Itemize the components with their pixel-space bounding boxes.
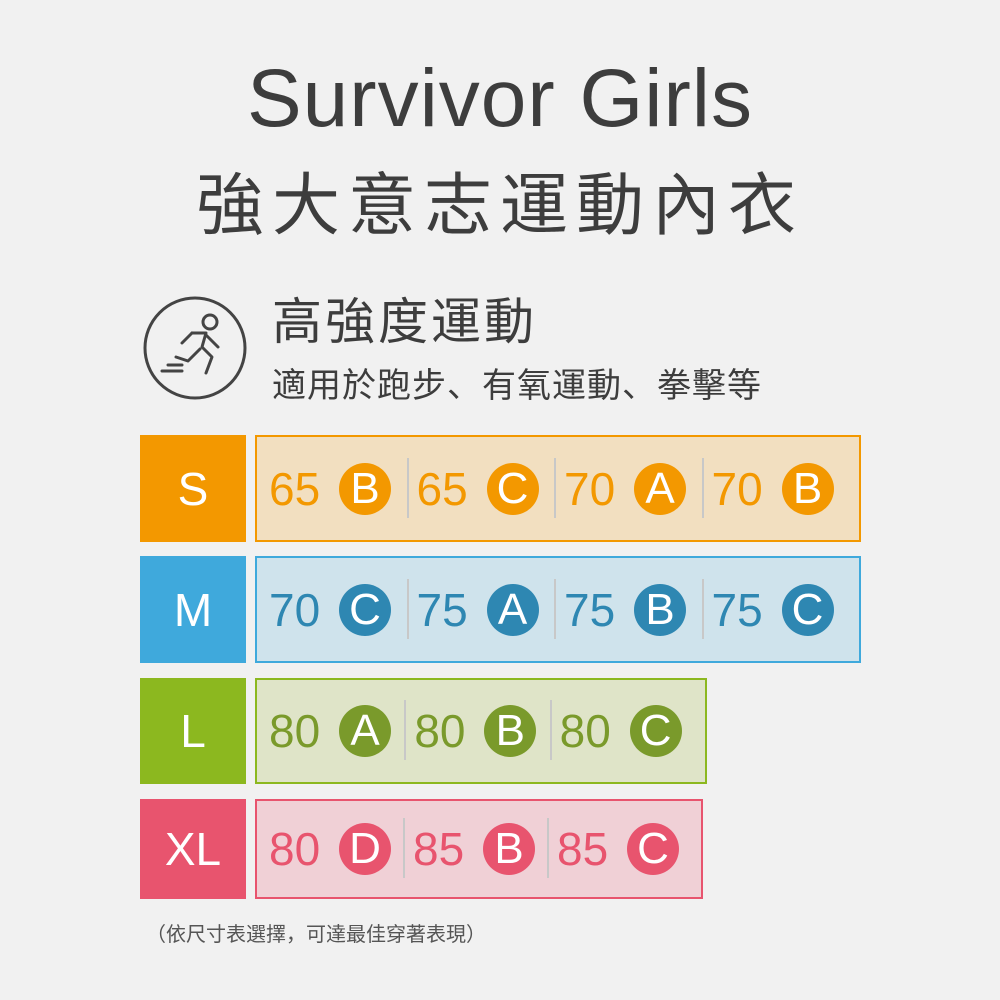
cup-size-item: 75 A [406,578,565,639]
size-label: S [140,435,246,542]
size-note: （依尺寸表選擇，可達最佳穿著表現） [146,922,486,946]
divider [554,578,556,639]
cup-letter: C [339,583,391,636]
band-size: 80 [269,823,321,875]
cup-size-item: 80 C [549,700,705,760]
divider [404,700,407,760]
divider [547,818,549,878]
cup-letter: B [634,583,686,636]
band-size: 65 [416,462,468,515]
band-size: 75 [416,583,468,636]
band-size: 65 [269,462,321,515]
size-label: M [140,556,246,663]
cup-size-item: 85 B [403,818,557,878]
cup-letter: C [781,583,834,636]
band-size: 80 [414,705,466,757]
band-size: 70 [269,583,321,636]
cup-size-item: 75 C [701,578,860,639]
band-size: 85 [557,823,609,875]
category-description: 適用於跑步、有氧運動、拳擊等 [272,366,762,406]
band-size: 70 [564,462,616,515]
cup-size-panel: 80 D 85 B 85 C [255,799,703,899]
divider [701,578,704,639]
band-size: 85 [413,823,465,875]
cup-letter: B [483,823,535,875]
cup-letter: C [627,823,679,875]
divider [403,818,405,878]
cup-letter: D [339,823,391,875]
cup-letter: B [484,705,537,757]
cup-size-item: 70 A [554,457,712,518]
band-size: 80 [269,705,321,757]
product-subtitle: 強大意志運動內衣 [195,167,804,246]
cup-letter: A [634,462,686,515]
cup-size-item: 65 C [406,457,565,518]
divider [406,578,409,639]
divider [549,700,552,760]
category-title: 高強度運動 [272,293,537,351]
band-size: 80 [559,705,611,757]
product-title: Survivor Girls [246,53,754,144]
cup-size-item: 75 B [554,578,712,639]
cup-size-panel: 65 B 65 C 70 A 70 B [255,435,861,542]
cup-size-item: 70 C [269,583,417,637]
cup-letter: B [339,462,391,515]
divider [701,457,704,518]
band-size: 70 [711,462,763,515]
cup-letter: B [781,462,834,515]
cup-letter: A [339,705,391,757]
cup-size-item: 80 B [404,700,559,760]
cup-letter: A [486,583,539,636]
size-label: L [140,678,246,784]
cup-size-panel: 80 A 80 B 80 C [255,678,707,784]
size-label: XL [140,799,246,899]
cup-size-item: 70 B [701,457,860,518]
band-size: 75 [711,583,763,636]
cup-size-item: 80 D [269,822,413,876]
cup-letter: C [629,705,682,757]
cup-size-item: 65 B [269,462,417,516]
running-person-icon [143,296,247,400]
cup-size-item: 80 A [269,704,414,758]
divider [554,457,556,518]
cup-size-panel: 70 C 75 A 75 B 75 C [255,556,861,663]
divider [406,457,409,518]
band-size: 75 [564,583,616,636]
cup-size-item: 85 C [547,818,701,878]
cup-letter: C [486,462,539,515]
